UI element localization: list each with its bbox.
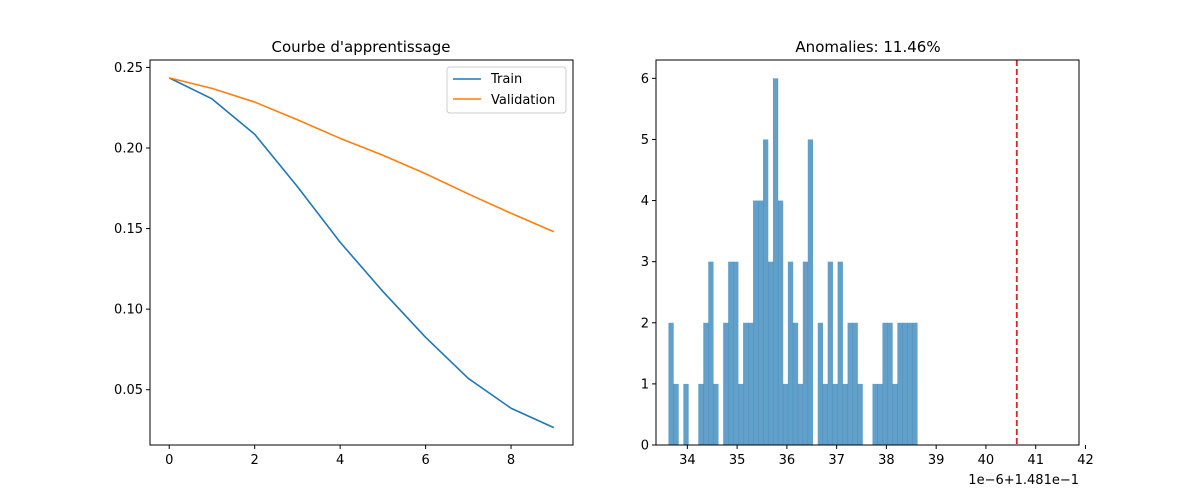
histogram-bar [892,383,898,445]
left-x-tick-label: 0 [165,453,173,468]
learning-curve-axes: 0 2 4 6 8 0.05 0.10 0.15 0.20 0.25 [114,59,574,468]
histogram-bar [877,383,883,445]
right-x-tick-label: 42 [1077,453,1094,468]
histogram-bar [842,383,848,445]
right-y-tick-label: 0 [641,439,649,454]
histogram-bar [723,322,729,445]
histogram-bar [912,322,918,445]
left-x-tick-label: 6 [421,453,429,468]
right-x-tick-label: 36 [779,453,796,468]
histogram-bar [738,383,744,445]
legend: Train Validation [446,66,567,114]
series-line-validation [169,77,555,233]
right-x-tick-label: 39 [928,453,945,468]
histogram-bar [762,139,769,445]
histogram-bar [758,200,764,445]
histogram-bar [743,322,749,445]
histogram-bar [792,322,799,445]
legend-label-validation: Validation [491,93,555,108]
legend-label-train: Train [490,72,522,87]
histogram-bar [852,322,858,445]
histogram-bar [832,383,838,445]
histogram-bar [897,322,903,445]
histogram-bar [887,322,893,445]
right-x-tick-label: 38 [878,453,895,468]
histogram-bar [698,383,704,445]
histogram-bar [872,383,878,445]
right-y-tick-label: 6 [641,72,649,87]
histogram-bar [817,322,824,445]
right-x-tick-label: 37 [828,453,845,468]
histogram-bar [797,383,804,445]
right-y-tick-label: 3 [641,255,649,270]
histogram-bar [782,383,789,445]
histogram-bar [683,383,689,445]
right-axes-frame [655,59,1080,446]
left-y-tick-label: 0.05 [114,383,143,398]
left-axes-frame [149,59,574,446]
histogram-bar [827,261,833,445]
histogram-bar [708,261,714,445]
histogram-bar [728,261,734,445]
histogram-bar [907,322,913,445]
anomalies-title: Anomalies: 11.46% [795,38,940,56]
right-x-tick-label: 41 [1027,453,1044,468]
histogram-bar [753,200,759,445]
histogram-bar [837,261,843,445]
right-y-tick-label: 2 [641,316,649,331]
left-y-tick-label: 0.25 [114,61,143,76]
histogram-bar [673,383,679,445]
histogram-bar [882,322,888,445]
right-x-tick-label: 34 [679,453,696,468]
histogram-bar [767,261,774,445]
histogram-bar [807,139,814,445]
histogram-bar [847,322,853,445]
histogram-bar [748,322,754,445]
right-y-tick-label: 4 [641,194,649,209]
right-x-tick-label: 35 [729,453,746,468]
right-y-tick-label: 5 [641,133,649,148]
left-x-tick-label: 8 [507,453,515,468]
anomalies-histogram: Anomalies: 11.46% 34 35 36 37 38 39 40 41 420123… [641,38,1094,488]
histogram-bar [777,200,784,445]
histogram-bar [733,261,739,445]
histogram-bar [822,383,828,445]
left-y-tick-label: 0.20 [114,141,143,156]
histogram-bar [857,383,863,445]
histogram-bar [787,261,794,445]
histogram-bar [772,78,779,445]
left-y-tick-label: 0.15 [114,222,143,237]
histogram-bars [668,60,1018,445]
left-x-tick-label: 2 [251,453,259,468]
histogram-bar [703,322,709,445]
histogram-bar [668,322,674,445]
right-x-tick-label: 40 [978,453,995,468]
learning-curve-marks [168,77,555,429]
histogram-bar [713,383,719,445]
left-x-tick-label: 4 [336,453,344,468]
learning-curve-chart: Courbe d'apprentissage 0 2 4 6 8 0.05 0.10 0.15… [114,38,574,468]
histogram-bar [902,322,908,445]
right-y-tick-label: 1 [641,377,649,392]
learning-curve-title: Courbe d'apprentissage [272,38,451,56]
histogram-bar [802,261,809,445]
x-axis-offset-label: 1e−6+1.481e−1 [968,473,1079,488]
left-y-tick-label: 0.10 [114,303,143,318]
series-line-train [168,77,555,429]
